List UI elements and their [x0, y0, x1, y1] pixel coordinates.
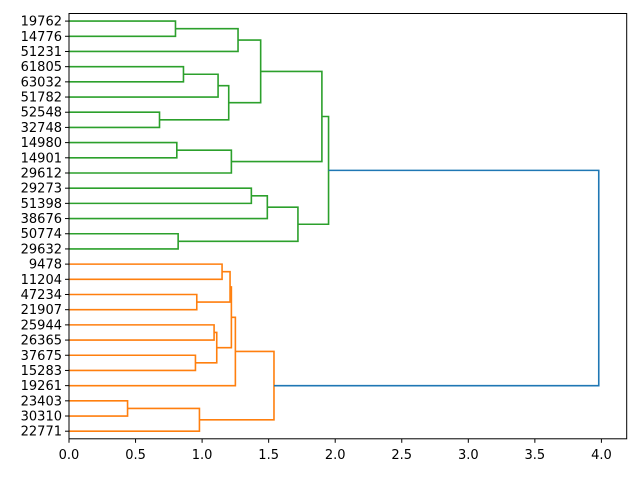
leaf-label: 47234	[21, 288, 62, 303]
leaf-label: 51782	[21, 91, 62, 106]
dendrogram-link	[273, 169, 600, 387]
x-tick-label: 1.5	[258, 448, 279, 463]
x-axis: 0.0 0.5 1.0 1.5 2.0 2.5 3.0 3.5 4.0	[59, 438, 612, 463]
dendrogram-link	[69, 407, 201, 433]
leaf-label: 22771	[21, 425, 62, 440]
leaf-label: 23403	[21, 394, 62, 409]
dendrogram-link	[69, 27, 239, 53]
leaf-label: 29632	[21, 242, 62, 257]
leaf-label: 25944	[21, 318, 62, 333]
leaf-label: 14901	[21, 151, 62, 166]
leaf-label: 21907	[21, 303, 62, 318]
x-tick-label: 3.0	[458, 448, 479, 463]
leaf-label: 63032	[21, 75, 62, 90]
dendrogram-link	[69, 354, 197, 372]
dendrogram-link	[69, 316, 237, 387]
dendrogram-link	[297, 115, 330, 226]
dendrogram-link	[69, 293, 198, 311]
x-tick-label: 2.5	[391, 448, 412, 463]
y-axis: 1976214776512316180563032517825254832748…	[21, 15, 69, 440]
leaf-label: 14776	[21, 30, 62, 45]
dendrogram-link	[69, 187, 253, 205]
dendrogram-link	[69, 149, 233, 174]
leaf-label: 61805	[21, 60, 62, 75]
plot-frame	[68, 13, 628, 440]
leaf-label: 37675	[21, 349, 62, 364]
leaf-label: 50774	[21, 227, 62, 242]
dendrogram-link	[69, 65, 185, 83]
dendrogram-link	[69, 141, 178, 159]
leaf-label: 32748	[21, 121, 62, 136]
leaf-label: 51398	[21, 197, 62, 212]
dendrogram-link	[69, 194, 269, 220]
leaf-label: 51231	[21, 45, 62, 60]
leaf-label: 52548	[21, 106, 62, 121]
dendrogram-link	[178, 206, 299, 243]
dendrogram-link	[196, 270, 231, 303]
dendrogram-links	[69, 20, 600, 433]
leaf-label: 14980	[21, 136, 62, 151]
dendrogram-link	[216, 286, 233, 349]
leaf-label: 30310	[21, 410, 62, 425]
leaf-label: 19261	[21, 379, 62, 394]
dendrogram-link	[69, 400, 129, 417]
axes: 0.0 0.5 1.0 1.5 2.0 2.5 3.0 3.5 4.0 1976214776512…	[21, 13, 628, 463]
leaf-label: 38676	[21, 212, 62, 227]
dendrogram-link	[69, 20, 177, 38]
dendrogram-link	[69, 263, 223, 281]
dendrogram-link	[228, 39, 262, 104]
leaf-label: 9478	[29, 258, 62, 273]
dendrogram-link	[69, 111, 161, 129]
x-tick-label: 1.0	[192, 448, 213, 463]
leaf-label: 11204	[21, 273, 62, 288]
x-tick-label: 0.0	[59, 448, 80, 463]
leaf-label: 29273	[21, 182, 62, 197]
leaf-label: 19762	[21, 15, 62, 30]
dendrogram-link	[69, 324, 215, 341]
x-tick-label: 2.0	[325, 448, 346, 463]
leaf-label: 26365	[21, 334, 62, 349]
x-tick-label: 0.5	[125, 448, 146, 463]
dendrogram-link	[69, 73, 219, 98]
dendrogram-link	[69, 232, 179, 250]
x-tick-label: 3.5	[525, 448, 546, 463]
x-tick-label: 4.0	[591, 448, 612, 463]
leaf-label: 15283	[21, 364, 62, 379]
dendrogram-link	[231, 70, 323, 163]
leaf-label: 29612	[21, 166, 62, 181]
